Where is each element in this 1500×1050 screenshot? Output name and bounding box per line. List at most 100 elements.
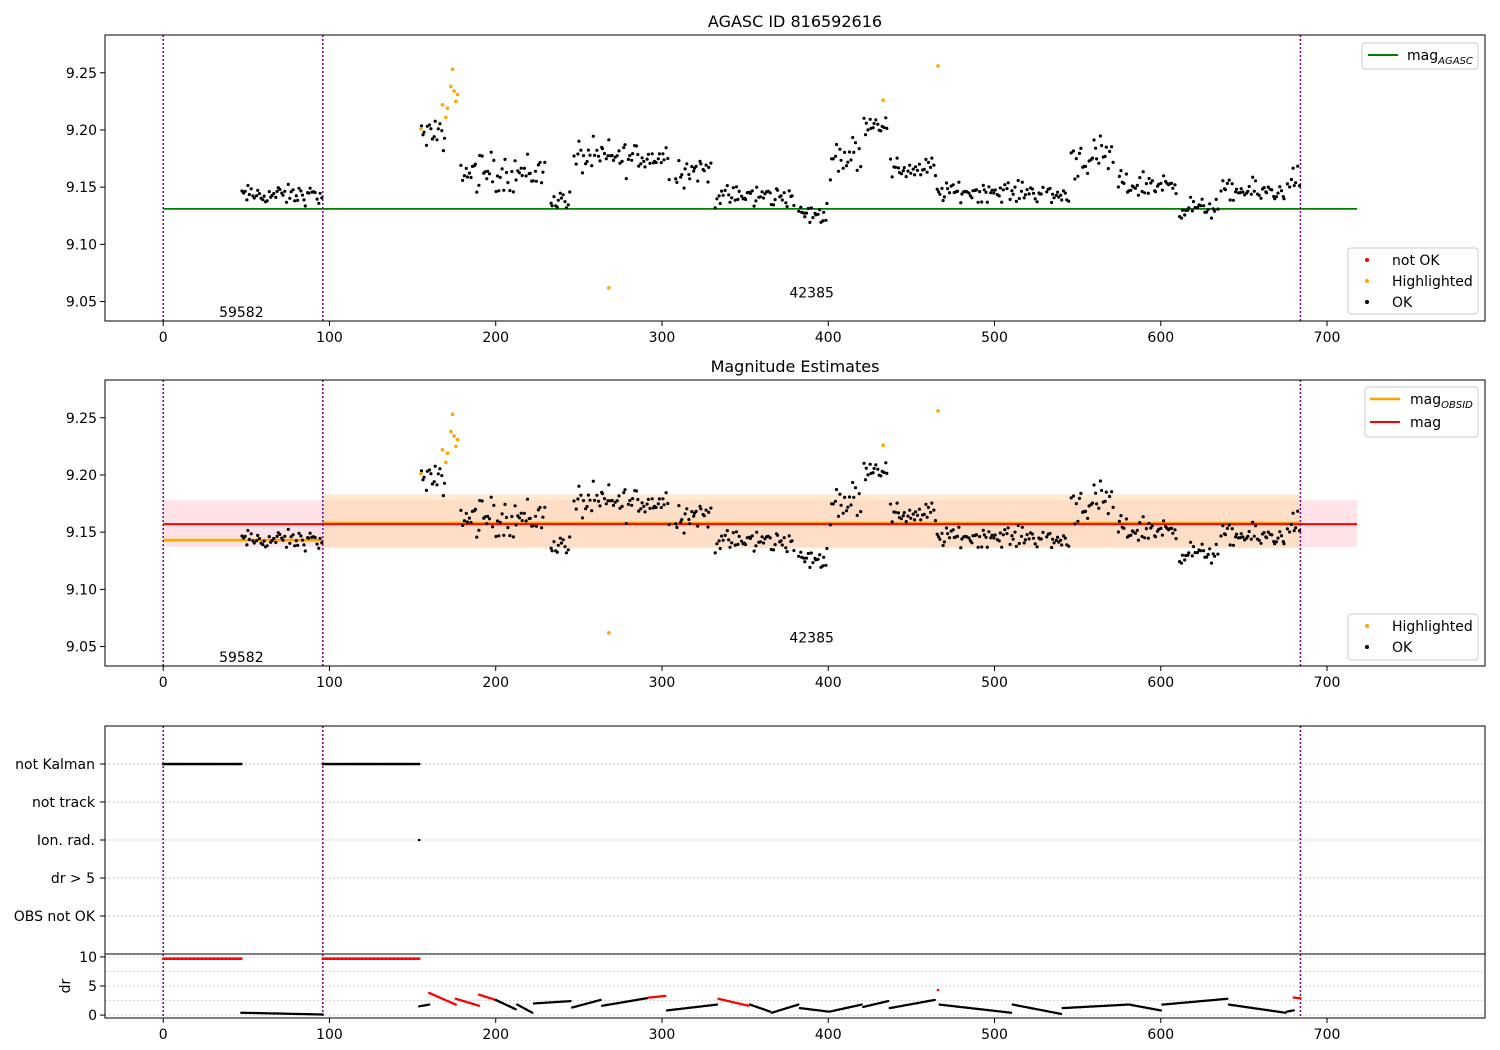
p2-ok-point-462 [1116,530,1120,534]
p1-ok-point-347 [926,160,931,164]
p2-ok-point-304 [855,513,859,518]
p4-dr-point-19-1 [936,988,940,992]
p2-ok-point-530 [1227,523,1231,527]
p4-dr-point-26-6 [1292,1009,1296,1012]
p2-ok-point-48 [317,546,321,550]
p1-ok-point-422 [1048,186,1052,191]
p2-ok-point-133 [568,535,572,539]
p1-ok-point-313 [871,126,875,130]
p1-ok-point-197 [677,159,681,163]
p2-ok-point-305 [857,492,861,496]
p4-dr-point-11-42 [715,1003,719,1006]
p2-ok-point-191 [662,503,666,507]
p1-ok-point-350 [932,163,936,167]
p1-ok-point-533 [1231,198,1235,202]
p1-ok-point-196 [675,180,679,184]
p2-ok-point-568 [1289,522,1293,527]
p1-ok-point-382 [982,188,986,192]
p1-ok-point-298 [846,160,850,164]
p2-ok-point-147 [593,498,597,502]
p2-ok-point-498 [1173,528,1177,532]
p1-ok-point-241 [750,189,754,193]
p2-ok-point-464 [1119,514,1123,518]
p1-ok-point-104 [517,171,522,175]
p1-ok-point-424 [1051,192,1055,196]
p2-ok-point-423 [1050,545,1054,550]
p3-flag-point-1-75 [417,762,421,766]
p1-ytick-label-2: 9.15 [66,180,97,196]
p2-highlighted-point-9 [606,631,611,635]
p2-highlighted-point-3 [445,451,450,456]
p1-xtick-label-0: 0 [159,330,168,346]
p1-ok-point-326 [893,165,898,169]
p1-ok-point-415 [1035,200,1039,204]
p4-dr-point-21-41 [1059,1012,1063,1016]
p2-ok-point-337 [911,512,915,516]
p2-ok-point-395 [1003,528,1007,532]
p2-ok-point-513 [1199,549,1203,553]
p3-flag-label-3: dr > 5 [51,871,95,887]
p2-ok-point-93 [500,512,504,516]
p2-ok-point-167 [624,522,628,526]
p1-highlighted-point-11 [936,64,940,68]
p1-ok-point-570 [1292,184,1296,188]
p2-ok-point-229 [731,531,735,535]
p1-ok-point-456 [1103,154,1107,158]
p1-ok-point-286 [825,201,829,206]
p2-ok-point-525 [1219,534,1223,538]
p2-ok-point-497 [1171,531,1175,535]
p2-ok-point-331 [901,514,905,518]
p2-ok-point-348 [929,510,933,514]
p1-xtick-label-1: 100 [316,330,343,346]
p1-ok-point-6 [249,187,253,191]
p2-ok-point-275 [808,565,812,570]
p1-ok-point-453 [1098,134,1102,138]
p2-ok-point-332 [902,510,906,515]
p2-ok-point-439 [1076,519,1080,523]
p2-ok-point-240 [748,536,753,541]
p2-ok-point-420 [1045,535,1049,539]
p1-ok-point-335 [908,163,912,167]
p2-ok-point-475 [1136,538,1140,542]
p1-ok-point-93 [500,167,504,171]
p2-ok-point-64 [440,474,444,478]
p1-ok-point-346 [925,170,929,174]
p1-ok-point-287 [828,178,833,182]
p2-xtick-label-3: 300 [649,675,676,691]
p2-ok-point-162 [617,494,621,498]
p1-ok-point-208 [694,164,698,168]
p1-ok-point-428 [1057,195,1061,199]
p1-ok-point-344 [922,167,926,171]
p1-ok-point-232 [736,197,740,201]
p1-ok-point-113 [531,179,535,183]
p2-ok-point-566 [1285,527,1289,531]
p1-ok-point-14 [262,194,266,198]
p2-ok-point-422 [1048,531,1052,536]
p2-ok-point-204 [688,522,692,526]
p2-ok-point-281 [818,553,822,557]
p2-ok-point-57 [429,472,433,476]
p2-ok-point-410 [1027,537,1031,541]
p2-ok-point-70 [464,511,468,515]
p2-ok-point-225 [725,529,729,533]
p4-dr-high-1-93 [417,957,421,960]
p2-ok-point-153 [602,497,607,501]
p1-ok-point-97 [506,181,510,185]
p1-ok-point-260 [780,198,784,202]
p2-frame [104,379,1486,667]
p1-ok-point-180 [645,157,649,161]
p1-ok-point-518 [1206,207,1210,212]
p1-ok-point-144 [588,153,592,157]
p2-ok-point-83 [485,522,489,526]
p2-ok-point-330 [899,517,904,521]
p2-ok-point-140 [581,499,586,503]
p2-ok-point-21 [274,540,278,545]
p2-ok-point-431 [1061,534,1066,538]
p2-ok-point-5 [247,537,251,542]
p1-ok-point-140 [581,154,586,158]
p1-ok-point-192 [664,146,668,150]
p2-ok-point-188 [657,497,662,501]
p2-ok-point-168 [626,502,631,506]
p2-ok-point-481 [1146,536,1150,540]
p1-ok-point-358 [944,181,949,185]
